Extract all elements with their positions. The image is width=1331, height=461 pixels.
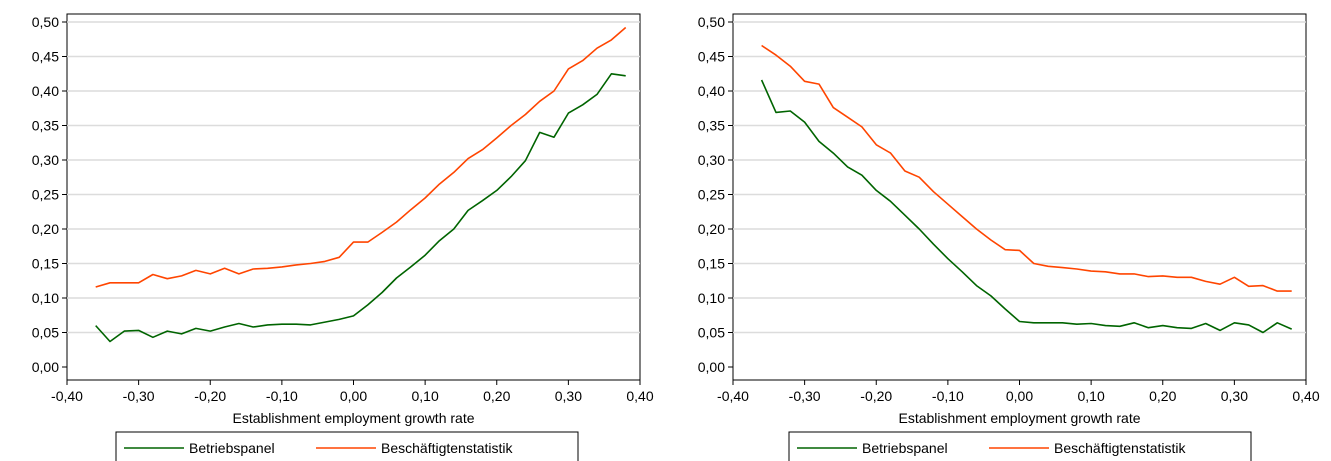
plot-area [732,13,1307,381]
legend-label: Betriebspanel [862,440,948,456]
series-line-betriebspanel [95,73,626,343]
legend-label: Beschäftigtenstatistik [1054,440,1187,456]
y-tick-label: 0,35 [32,118,59,134]
legend-box [115,431,579,461]
chart-panel-1: 0,00 0,05 0,10 0,15 0,20 0,25 0,30 0,35 0,40 0,45… [32,13,654,461]
x-tick-label: -0,40 [717,388,749,404]
x-tick-label: 0,00 [340,388,367,404]
y-tick-label: 0,15 [698,256,725,272]
chart-panel-2: 0,00 0,05 0,10 0,15 0,20 0,25 0,30 0,35 0,40 0,45… [698,13,1320,461]
y-tick-label: 0,05 [32,325,59,341]
x-tick-label: -0,20 [194,388,226,404]
y-tick-label: 0,00 [32,359,59,375]
x-tick-label: -0,30 [123,388,155,404]
series-line-beschaeftigtenstatistik [95,26,627,288]
plot-area [66,13,641,381]
x-axis-title: Establishment employment growth rate [233,410,475,426]
x-tick-label: 0,10 [1078,388,1105,404]
y-tick-label: 0,00 [698,359,725,375]
y-tick-label: 0,10 [698,290,725,306]
legend-label: Beschäftigtenstatistik [381,440,514,456]
y-tick-label: 0,35 [698,118,725,134]
x-tick-label: 0,30 [1221,388,1248,404]
x-tick-label: 0,40 [1292,388,1319,404]
x-tick-label: -0,30 [789,388,821,404]
y-tick-label: 0,50 [698,14,725,30]
y-tick-label: 0,25 [32,187,59,203]
x-tick-label: -0,20 [860,388,892,404]
y-tick-label: 0,20 [32,221,59,237]
legend: Betriebspanel Beschäftigtenstatistik [788,431,1252,461]
x-tick-label: -0,10 [932,388,964,404]
x-tick-label: 0,40 [626,388,653,404]
y-tick-label: 0,45 [698,49,725,65]
y-tick-label: 0,15 [32,256,59,272]
x-tick-label: 0,00 [1006,388,1033,404]
x-tick-label: -0,10 [266,388,298,404]
y-tick-label: 0,40 [698,83,725,99]
x-tick-label: 0,10 [412,388,439,404]
y-tick-label: 0,40 [32,83,59,99]
y-tick-label: 0,30 [698,152,725,168]
series-line-betriebspanel [760,79,1293,334]
y-tick-label: 0,10 [32,290,59,306]
y-tick-label: 0,30 [32,152,59,168]
legend-box [788,431,1252,461]
x-tick-label: -0,40 [51,388,83,404]
y-tick-label: 0,25 [698,187,725,203]
x-tick-label: 0,20 [483,388,510,404]
legend-label: Betriebspanel [189,440,275,456]
x-tick-label: 0,30 [555,388,582,404]
y-tick-label: 0,05 [698,325,725,341]
legend: Betriebspanel Beschäftigtenstatistik [115,431,579,461]
series-line-beschaeftigtenstatistik [761,44,1292,292]
y-tick-label: 0,45 [32,49,59,65]
y-tick-label: 0,50 [32,14,59,30]
x-axis-title: Establishment employment growth rate [899,410,1141,426]
x-tick-label: 0,20 [1149,388,1176,404]
y-tick-label: 0,20 [698,221,725,237]
